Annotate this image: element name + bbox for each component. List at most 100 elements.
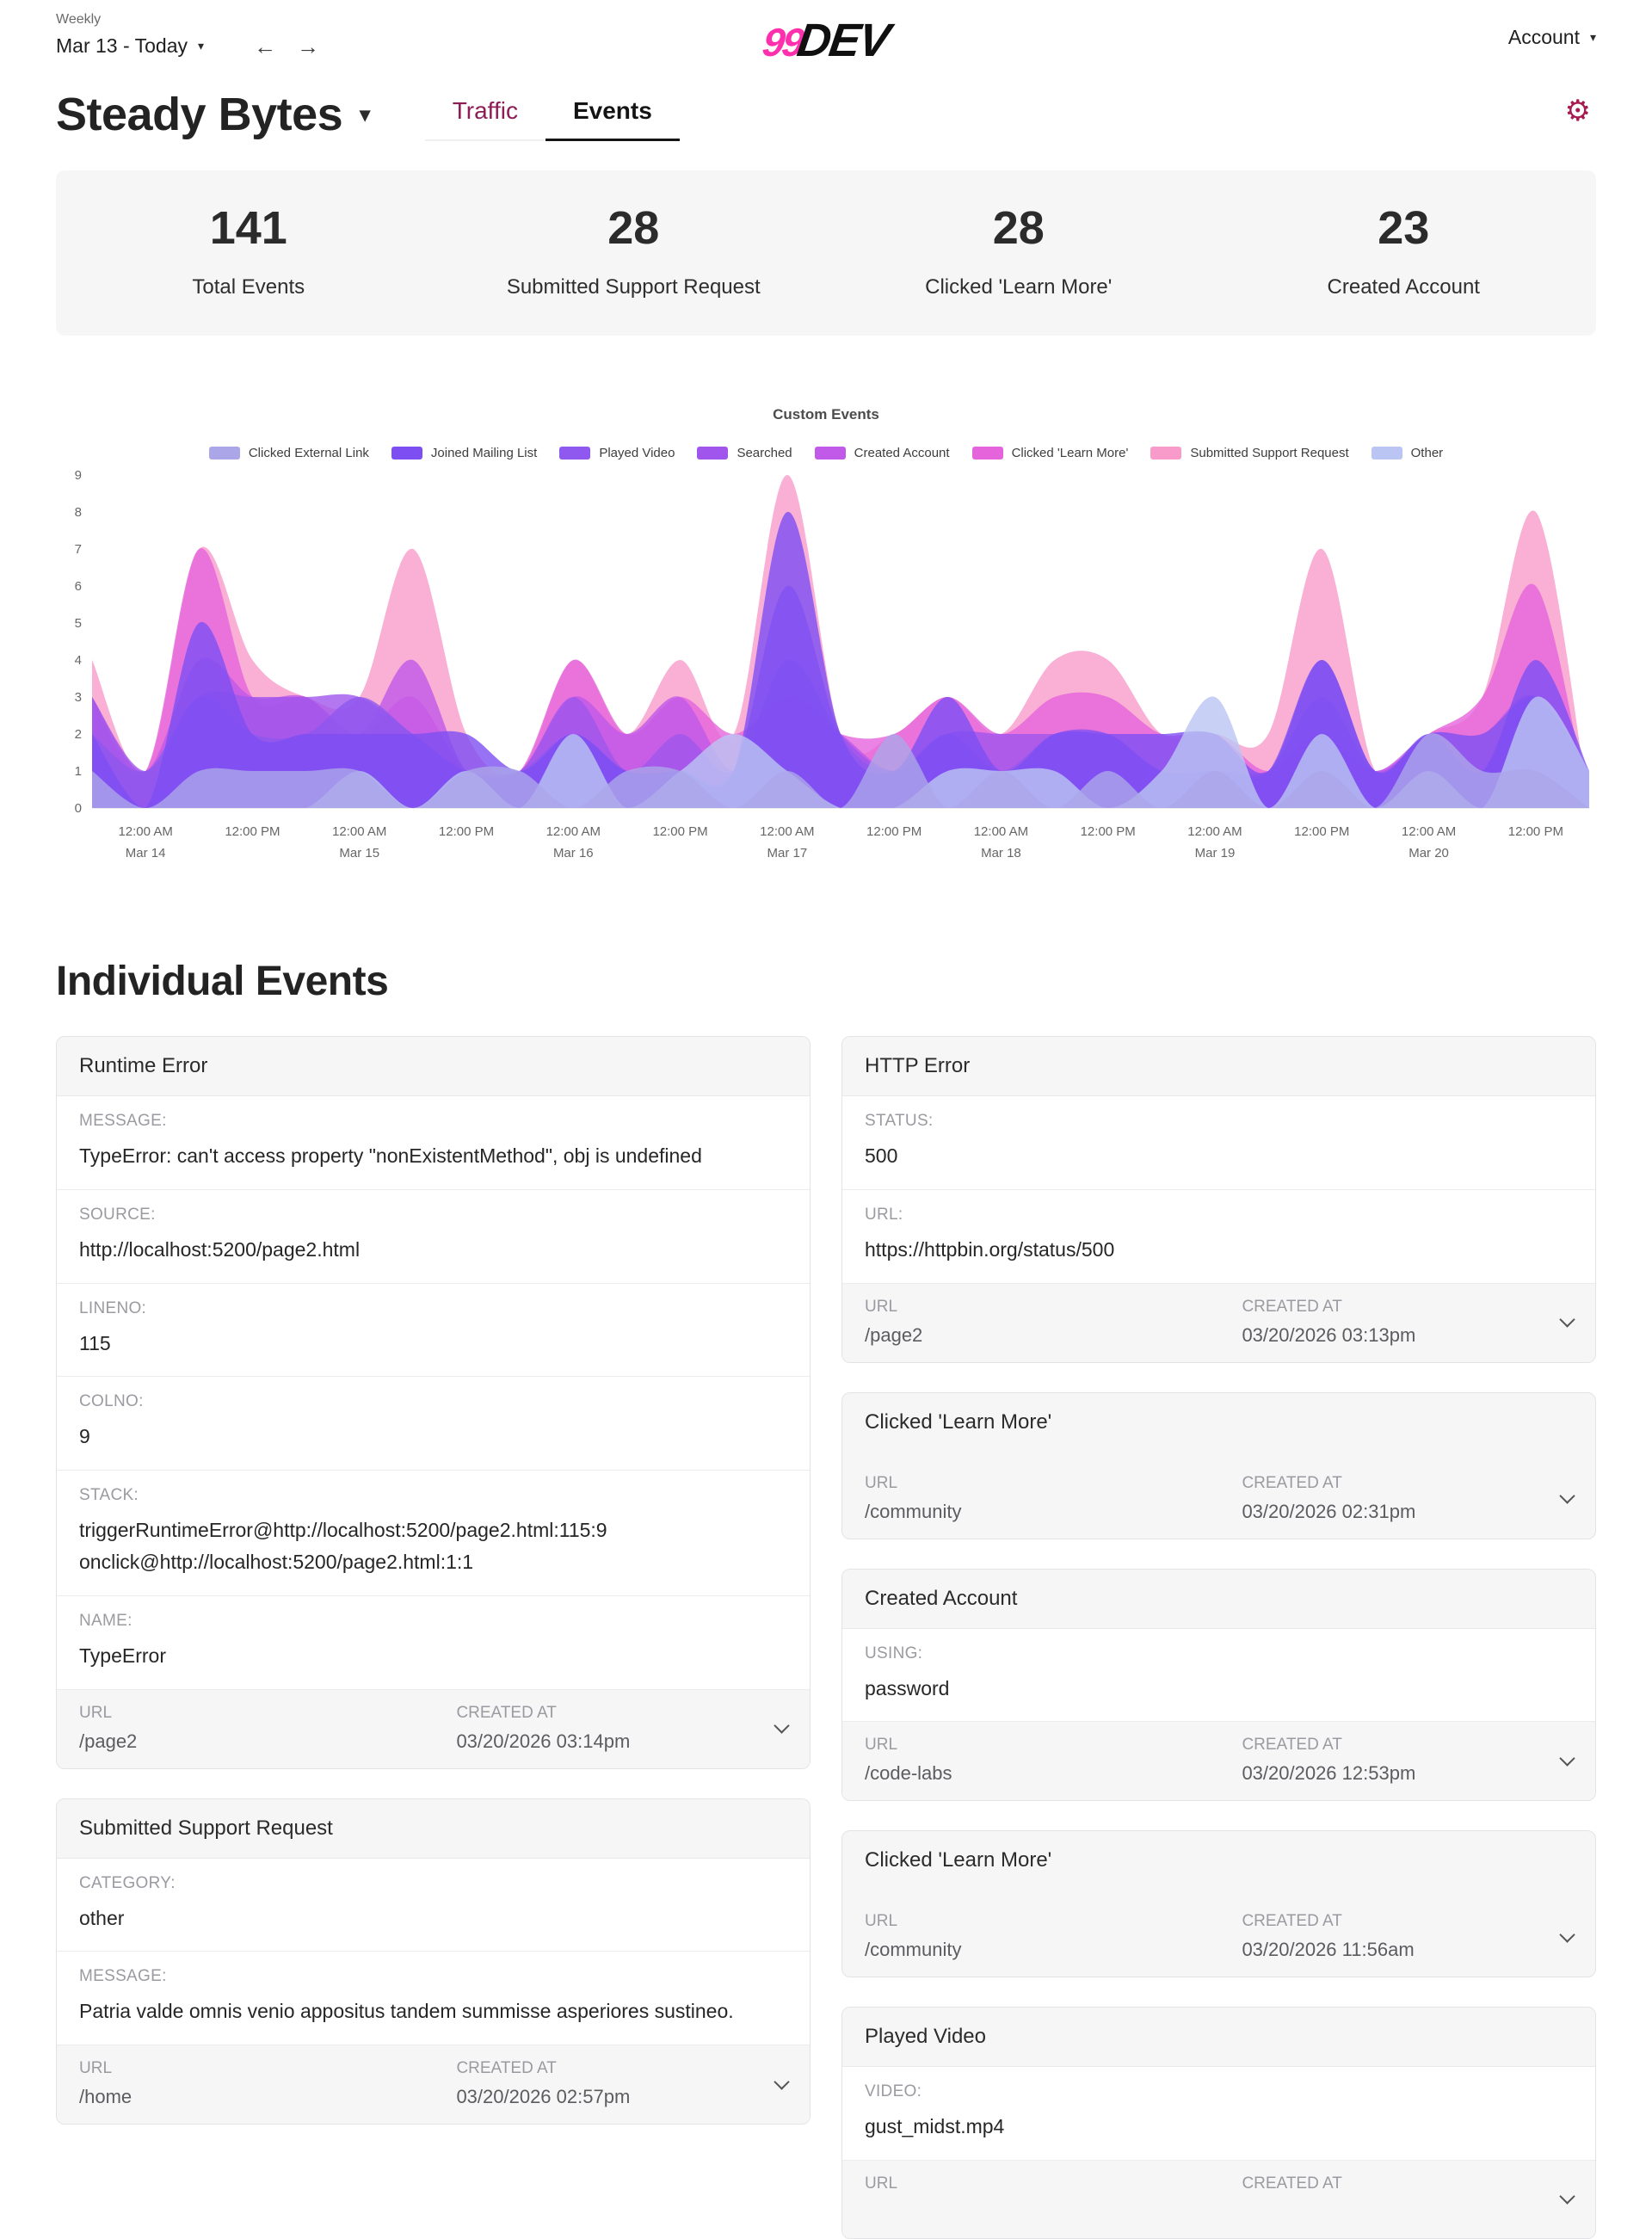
event-field-value: other bbox=[79, 1906, 125, 1929]
stat-submitted-support-request: 28 Submitted Support Request bbox=[441, 201, 827, 299]
chevron-down-icon[interactable] bbox=[774, 2073, 790, 2090]
event-field-message: MESSAGE: Patria valde omnis venio apposit… bbox=[57, 1952, 810, 2046]
footer-url: URL bbox=[865, 2174, 1242, 2223]
event-field-video: VIDEO: gust_midst.mp4 bbox=[842, 2067, 1595, 2162]
legend-item-joined-mailing-list[interactable]: Joined Mailing List bbox=[391, 446, 537, 460]
next-period-button[interactable]: → bbox=[287, 35, 330, 58]
area-series-joined-mailing-list bbox=[92, 511, 1589, 808]
event-card-title: Submitted Support Request bbox=[57, 1798, 810, 1859]
x-axis-time-label: 12:00 PM bbox=[866, 824, 922, 839]
footer-url: URL/page2 bbox=[79, 1704, 456, 1753]
footer-url-label: URL bbox=[865, 1473, 898, 1492]
event-card-footer: URL/page2 CREATED AT 03/20/2026 03:14pm bbox=[57, 1689, 810, 1768]
footer-created: CREATED AT 03/20/2026 11:56am bbox=[1242, 1912, 1562, 1961]
footer-url: URL/community bbox=[865, 1912, 1242, 1961]
stat-value: 141 bbox=[209, 202, 287, 254]
account-dropdown[interactable]: Account ▾ bbox=[1508, 26, 1596, 49]
legend-item-played-video[interactable]: Played Video bbox=[559, 446, 675, 460]
individual-events-heading: Individual Events bbox=[56, 959, 389, 1004]
x-axis-date-label: Mar 18 bbox=[981, 846, 1021, 860]
x-axis-time-label: 12:00 PM bbox=[1508, 824, 1563, 839]
event-card-title: Played Video bbox=[842, 2008, 1595, 2068]
x-axis-time-label: 12:00 AM bbox=[546, 824, 601, 839]
footer-created-label: CREATED AT bbox=[1242, 1736, 1342, 1755]
footer-created-label: CREATED AT bbox=[456, 1703, 557, 1722]
event-card-footer: URL/page2 CREATED AT 03/20/2026 03:13pm bbox=[842, 1283, 1595, 1362]
footer-url-value: /page2 bbox=[865, 1323, 923, 1346]
x-axis-time-label: 12:00 AM bbox=[760, 824, 814, 839]
chevron-down-icon[interactable] bbox=[1559, 1311, 1575, 1328]
footer-url-value: /community bbox=[865, 1939, 962, 1961]
chevron-down-icon[interactable] bbox=[774, 1718, 790, 1734]
event-card-title: HTTP Error bbox=[842, 1037, 1595, 1096]
legend-item-other[interactable]: Other bbox=[1371, 446, 1443, 460]
footer-created-value bbox=[1242, 2201, 1562, 2223]
event-card-played-video: Played Video VIDEO: gust_midst.mp4 URL CREAT… bbox=[841, 2007, 1596, 2239]
legend-swatch-icon bbox=[208, 447, 240, 460]
footer-created-value: 03/20/2026 11:56am bbox=[1242, 1939, 1415, 1961]
y-axis-label: 9 bbox=[75, 468, 82, 483]
settings-gear-icon[interactable]: ⚙ bbox=[1560, 93, 1596, 129]
x-axis-time-label: 12:00 AM bbox=[1187, 824, 1242, 839]
footer-url-label: URL bbox=[79, 2059, 113, 2078]
x-axis-date-label: Mar 17 bbox=[767, 846, 808, 860]
y-axis-label: 6 bbox=[75, 579, 82, 594]
footer-created: CREATED AT 03/20/2026 02:57pm bbox=[456, 2059, 776, 2108]
footer-created-value: 03/20/2026 12:53pm bbox=[1242, 1762, 1416, 1785]
previous-period-button[interactable]: ← bbox=[243, 35, 287, 58]
event-card-footer: URL/home CREATED AT 03/20/2026 02:57pm bbox=[57, 2045, 810, 2125]
legend-swatch-icon bbox=[1150, 447, 1182, 460]
legend-item-clicked-external-link[interactable]: Clicked External Link bbox=[208, 446, 369, 460]
event-field-value: gust_midst.mp4 bbox=[865, 2115, 1005, 2138]
event-card-footer: URL/code-labs CREATED AT 03/20/2026 12:53p… bbox=[842, 1722, 1595, 1801]
legend-label: Clicked 'Learn More' bbox=[1011, 446, 1129, 460]
chevron-down-icon[interactable] bbox=[1559, 1750, 1575, 1767]
footer-url: URL/code-labs bbox=[865, 1736, 1242, 1785]
event-field-category: CATEGORY: other bbox=[57, 1859, 810, 1952]
event-field-status: STATUS: 500 bbox=[842, 1096, 1595, 1190]
footer-created: CREATED AT 03/20/2026 02:31pm bbox=[1242, 1474, 1562, 1523]
legend-label: Played Video bbox=[599, 446, 675, 460]
stat-value: 23 bbox=[1378, 202, 1430, 254]
legend-item-created-account[interactable]: Created Account bbox=[814, 446, 950, 460]
tab-traffic[interactable]: Traffic bbox=[452, 97, 518, 124]
x-axis-time-label: 12:00 PM bbox=[225, 824, 280, 839]
chevron-down-icon: ▾ bbox=[197, 39, 205, 52]
x-axis-date-label: Mar 19 bbox=[1195, 846, 1236, 860]
legend-label: Created Account bbox=[854, 446, 950, 460]
event-card-title: Created Account bbox=[842, 1569, 1595, 1629]
x-axis-time-label: 12:00 AM bbox=[974, 824, 1028, 839]
event-field-stack: STACK: triggerRuntimeError@http://localho… bbox=[57, 1471, 810, 1596]
footer-created-value: 03/20/2026 03:14pm bbox=[456, 1730, 631, 1752]
footer-url: URL/community bbox=[865, 1474, 1242, 1523]
footer-url-value: /code-labs bbox=[865, 1762, 952, 1785]
logo-dev-part: DEV bbox=[794, 15, 892, 66]
footer-url-label: URL bbox=[865, 1736, 898, 1755]
event-field-lineno: LINENO: 115 bbox=[57, 1284, 810, 1378]
site-selector[interactable]: Steady Bytes ▾ bbox=[56, 88, 370, 141]
x-axis-date-label: Mar 15 bbox=[339, 846, 379, 860]
event-field-using: USING: password bbox=[842, 1629, 1595, 1723]
footer-url-label: URL bbox=[865, 2174, 898, 2193]
legend-item-submitted-support-request[interactable]: Submitted Support Request bbox=[1150, 446, 1349, 460]
legend-item-searched[interactable]: Searched bbox=[697, 446, 792, 460]
footer-url-value: /community bbox=[865, 1500, 962, 1522]
legend-swatch-icon bbox=[697, 447, 729, 460]
stat-label: Submitted Support Request bbox=[506, 275, 761, 299]
event-card-footer: URL/community CREATED AT 03/20/2026 02:31p… bbox=[842, 1460, 1595, 1539]
top-bar: Weekly Mar 13 - Today ▾ ← → 99DEV Accoun… bbox=[56, 0, 1596, 67]
event-field-value: https://httpbin.org/status/500 bbox=[865, 1237, 1115, 1261]
tab-events[interactable]: Events bbox=[545, 89, 680, 141]
event-card-submitted-support-request: Submitted Support Request CATEGORY: other M… bbox=[56, 1798, 811, 2125]
chevron-down-icon[interactable] bbox=[1559, 1927, 1575, 1943]
date-range-dropdown[interactable]: Mar 13 - Today ▾ bbox=[56, 34, 204, 58]
legend-item-clicked-learn-more[interactable]: Clicked 'Learn More' bbox=[971, 446, 1129, 460]
footer-url-label: URL bbox=[865, 1912, 898, 1931]
footer-created-label: CREATED AT bbox=[456, 2059, 557, 2078]
chevron-down-icon[interactable] bbox=[1559, 1488, 1575, 1504]
event-card-clicked-learn-more: Clicked 'Learn More' URL/community CREATED… bbox=[841, 1830, 1596, 1978]
x-axis-date-label: Mar 16 bbox=[553, 846, 594, 860]
event-cards-right-column: HTTP Error STATUS: 500 URL: https://httpbin.… bbox=[841, 1036, 1596, 2239]
event-field-message: MESSAGE: TypeError: can't access property… bbox=[57, 1096, 810, 1190]
chevron-down-icon[interactable] bbox=[1559, 2188, 1575, 2205]
